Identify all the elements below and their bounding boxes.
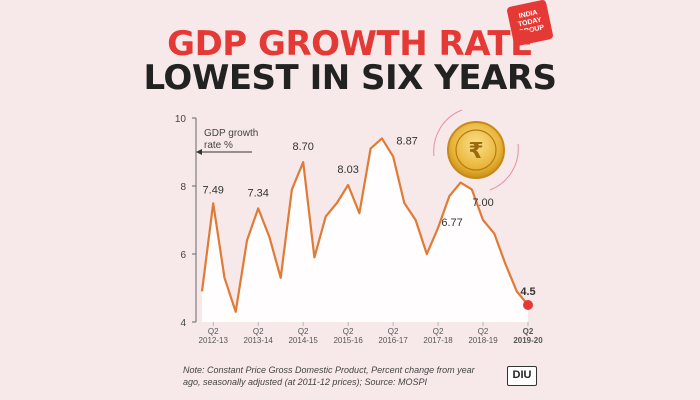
rupee-symbol: ₹: [468, 138, 483, 163]
y-axis-title-2: rate %: [204, 140, 233, 151]
rupee-coin-icon: ₹: [433, 109, 519, 191]
x-tick-year: 2017-18: [423, 336, 453, 345]
motion-arc: [489, 143, 519, 191]
data-label: 7.49: [203, 184, 224, 196]
title-line-1: GDP GROWTH RATE: [167, 24, 533, 64]
series-line: [200, 137, 529, 313]
y-tick-label: 4: [180, 318, 186, 329]
highlight-point: [523, 300, 533, 310]
x-tick-year: 2019-20: [513, 336, 543, 345]
series-area: [202, 138, 528, 322]
data-label: 7.00: [472, 197, 493, 209]
title-line-2: LOWEST IN SIX YEARS: [143, 58, 557, 98]
data-label: 4.5: [520, 286, 535, 298]
x-tick-year: 2016-17: [378, 336, 408, 345]
coin-rim: [455, 129, 497, 171]
x-tick-year: 2014-15: [288, 336, 318, 345]
x-tick-quarter: Q2: [298, 327, 309, 336]
motion-arc: [433, 109, 463, 157]
x-tick-quarter: Q2: [478, 327, 489, 336]
data-label: 8.03: [337, 164, 358, 176]
x-tick-year: 2012-13: [199, 336, 229, 345]
y-axis-title: GDP growth: [204, 128, 258, 139]
x-tick-year: 2013-14: [244, 336, 274, 345]
x-tick-quarter: Q2: [208, 327, 219, 336]
x-tick-quarter: Q2: [433, 327, 444, 336]
data-label: 8.70: [292, 141, 313, 153]
x-tick-quarter: Q2: [253, 327, 264, 336]
axis-arrowhead: [196, 149, 202, 155]
y-tick-label: 8: [180, 182, 186, 193]
data-label: 6.77: [441, 217, 462, 229]
source-note: Note: Constant Price Gross Domestic Prod…: [183, 365, 475, 387]
x-tick-year: 2015-16: [333, 336, 363, 345]
diu-badge: DIU: [507, 366, 537, 386]
data-label: 8.87: [396, 135, 417, 147]
x-tick-quarter: Q2: [343, 327, 354, 336]
y-tick-label: 6: [180, 250, 186, 261]
data-label: 7.34: [247, 187, 268, 199]
x-tick-quarter: Q2: [388, 327, 399, 336]
x-tick-quarter: Q2: [523, 327, 534, 336]
y-tick-label: 10: [175, 114, 187, 125]
x-tick-year: 2018-19: [468, 336, 498, 345]
